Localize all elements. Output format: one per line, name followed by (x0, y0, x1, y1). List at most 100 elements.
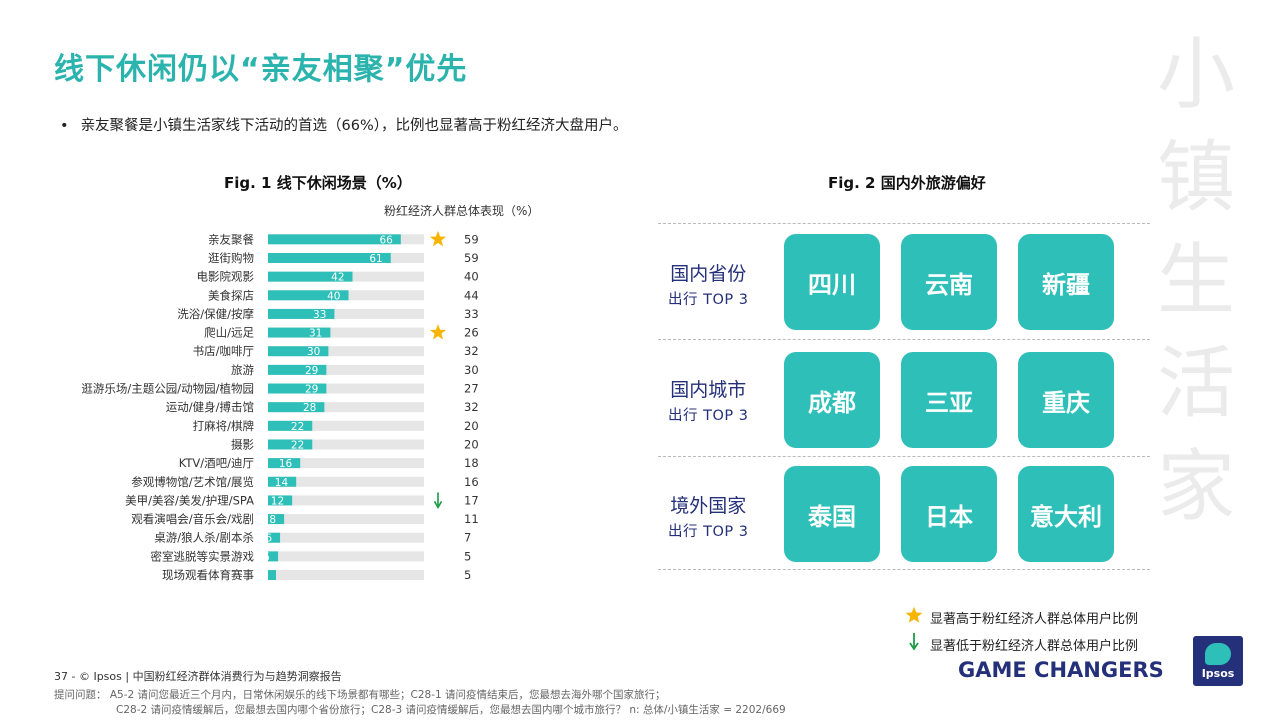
bar-value-label: 66 (379, 234, 393, 246)
bar-value-label: 42 (331, 272, 344, 284)
page-title: 线下休闲仍以“亲友相聚”优先 (54, 52, 468, 87)
fig2-title: Fig. 2 国内外旅游偏好 (828, 174, 986, 192)
overall-value-label: 33 (464, 307, 479, 321)
footer-question-note-2: C28-2 请问疫情缓解后，您最想去国内哪个省份旅行；C28-3 请问疫情缓解后… (116, 704, 786, 716)
bar-value-label: 16 (279, 458, 293, 470)
destination-tile: 重庆 (1018, 352, 1114, 448)
overall-value-label: 11 (464, 512, 479, 526)
leisure-bar-chart: 亲友聚餐 66 59 逛街购物 61 59 电影院观影 42 40 美食探店 40 44 洗浴/保健/按… (81, 230, 479, 582)
overall-value-label: 32 (464, 400, 479, 414)
group-subtitle: 出行 TOP 3 (668, 524, 749, 540)
category-label: 旅游 (231, 363, 254, 377)
category-label: 桌游/狼人杀/剧本杀 (154, 531, 254, 545)
bar (268, 439, 313, 450)
category-label: 现场观看体育赛事 (162, 568, 254, 582)
bar-track (268, 383, 424, 394)
bar-value-label: 8 (269, 514, 276, 526)
legend-higher: 显著高于粉红经济人群总体用户比例 (904, 606, 1138, 628)
overall-value-label: 59 (464, 232, 479, 246)
overall-value-label: 20 (464, 419, 479, 433)
bar (268, 290, 349, 301)
overall-value-label: 17 (464, 493, 479, 507)
category-label: 美甲/美容/美发/护理/SPA (125, 493, 254, 507)
side-char: 小 (1156, 30, 1235, 120)
divider (658, 456, 1150, 457)
bar-value-label: 33 (313, 309, 326, 321)
bar-track (268, 346, 424, 357)
bar-track (268, 551, 424, 562)
group-title: 国内城市 (670, 379, 747, 401)
category-label: 密室逃脱等实景游戏 (151, 549, 255, 563)
bar (268, 364, 327, 375)
side-decorative-title: 小 镇 生 活 家 (1146, 24, 1246, 539)
bar (268, 476, 297, 487)
logo-text: Ipsos (1201, 667, 1235, 680)
bar-value-label: 31 (309, 328, 322, 340)
star-icon (429, 230, 447, 247)
key-finding: • 亲友聚餐是小镇生活家线下活动的首选（66%），比例也显著高于粉红经济大盘用户。 (60, 114, 628, 135)
destination-tile: 意大利 (1018, 466, 1114, 562)
overall-value-label: 27 (464, 382, 479, 396)
legend-text: 显著高于粉红经济人群总体用户比例 (930, 611, 1139, 627)
bar (268, 402, 325, 413)
overall-value-label: 7 (464, 531, 471, 545)
category-label: 观看演唱会/音乐会/戏剧 (131, 512, 254, 526)
bar-track (268, 495, 424, 506)
overall-value-label: 16 (464, 475, 479, 489)
bar-track (268, 439, 424, 450)
destination-tile: 新疆 (1018, 234, 1114, 330)
bar (268, 383, 327, 394)
bar (268, 308, 335, 319)
bar (268, 532, 281, 543)
side-char: 家 (1156, 442, 1235, 532)
legend-lower: 显著低于粉红经济人群总体用户比例 (904, 632, 1138, 656)
bar-track (268, 364, 424, 375)
bar-value-label: 14 (275, 477, 289, 489)
bar (268, 458, 301, 469)
category-label: 逛街购物 (208, 251, 254, 265)
overall-value-label: 20 (464, 437, 479, 451)
category-label: 爬山/远足 (204, 326, 254, 340)
bar-track (268, 420, 424, 431)
footer-question-note: 提问问题： A5-2 请问您最近三个月内，日常休闲娱乐的线下场景都有哪些；C28… (54, 689, 666, 701)
group-subtitle: 出行 TOP 3 (668, 408, 749, 424)
bar-value-label: 29 (305, 384, 318, 396)
overall-value-label: 5 (464, 549, 471, 563)
group-title: 境外国家 (670, 495, 747, 517)
category-label: KTV/酒吧/迪厅 (179, 456, 254, 470)
category-label: 美食探店 (208, 288, 254, 302)
overall-value-label: 18 (464, 456, 479, 470)
bar-value-label: 29 (305, 365, 318, 377)
chart-subtitle: 粉红经济人群总体表现（%） (384, 204, 540, 218)
bar-track (268, 458, 424, 469)
bar-value-label: 61 (369, 253, 382, 265)
bar-value-label: 22 (291, 421, 304, 433)
ipsos-logo: Ipsos (1193, 636, 1243, 686)
group-subtitle: 出行 TOP 3 (668, 292, 749, 308)
bar (268, 346, 329, 357)
down-arrow-icon (904, 632, 924, 656)
star-icon (904, 606, 924, 628)
destination-tile: 成都 (784, 352, 880, 448)
bar (268, 252, 391, 263)
group-label-city: 国内城市 出行 TOP 3 (668, 375, 748, 425)
overall-value-label: 59 (464, 251, 479, 265)
bullet-dot: • (60, 118, 69, 134)
overall-value-label: 30 (464, 363, 479, 377)
bar (268, 271, 353, 282)
category-label: 书店/咖啡厅 (193, 344, 254, 358)
bar (268, 514, 285, 525)
bar-track (268, 532, 424, 543)
bar-track (268, 476, 424, 487)
footer-page-info: 37 - © Ipsos | 中国粉红经济群体消费行为与趋势洞察报告 (54, 670, 342, 683)
overall-value-label: 5 (464, 568, 471, 582)
star-icon (429, 324, 447, 340)
logo-bubble-icon (1205, 643, 1231, 665)
bar (268, 327, 331, 338)
overall-value-label: 40 (464, 270, 479, 284)
brand-tagline: GAME CHANGERS (958, 658, 1164, 682)
destination-tile: 四川 (784, 234, 880, 330)
destination-tile: 三亚 (901, 352, 997, 448)
bar (268, 551, 279, 562)
bar (268, 570, 276, 581)
